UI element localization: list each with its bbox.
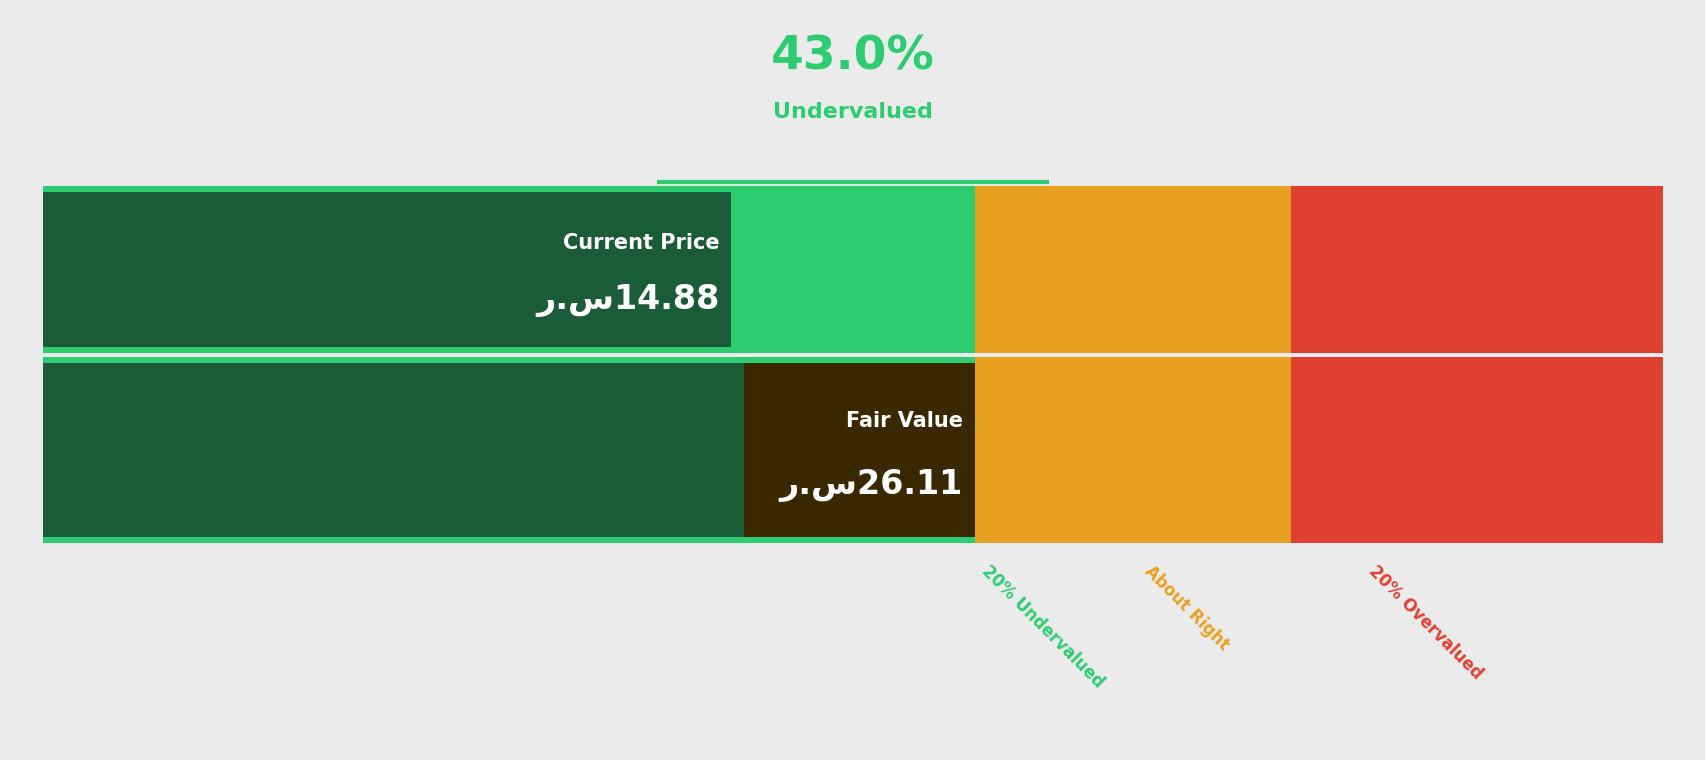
Text: 43.0%: 43.0% [771,35,934,80]
Text: Current Price: Current Price [563,233,720,253]
Text: 20% Undervalued: 20% Undervalued [977,562,1107,692]
Text: About Right: About Right [1141,562,1233,654]
Bar [43,353,1662,357]
Text: ر.س‏26.11: ر.س‏26.11 [779,469,962,502]
Text: ر.س‏14.88: ر.س‏14.88 [535,284,720,318]
Bar [43,186,974,353]
Bar [1289,186,1662,353]
Bar [743,363,974,537]
Bar [43,363,974,537]
Bar [974,357,1289,543]
Text: Fair Value: Fair Value [846,410,962,431]
Text: Undervalued: Undervalued [772,102,933,122]
Bar [974,186,1289,353]
Bar [1289,357,1662,543]
Bar [43,192,731,347]
Text: 20% Overvalued: 20% Overvalued [1364,562,1485,683]
Bar [43,357,974,543]
